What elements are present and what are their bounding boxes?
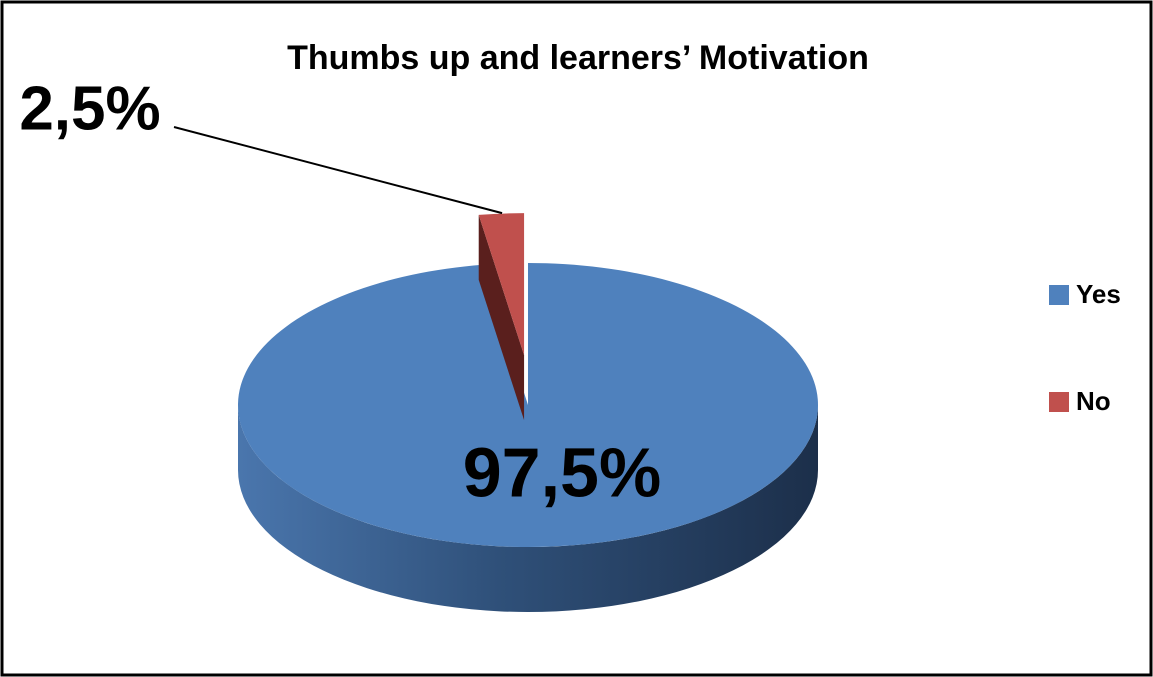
legend-label: Yes <box>1076 279 1121 309</box>
slice-top <box>238 263 819 547</box>
slice-side <box>238 405 818 612</box>
legend-label: No <box>1076 386 1111 416</box>
slice-top <box>478 213 525 356</box>
legend-swatch <box>1049 285 1069 305</box>
chart-title: Thumbs up and learners’ Motivation <box>287 39 869 77</box>
slice-wall <box>478 214 525 421</box>
leader-line <box>173 126 503 215</box>
data-label: 2,5% <box>19 74 160 143</box>
legend-swatch <box>1049 392 1069 412</box>
data-label: 97,5% <box>463 433 661 511</box>
pie-slice <box>238 263 819 612</box>
pie-slice <box>478 213 525 421</box>
